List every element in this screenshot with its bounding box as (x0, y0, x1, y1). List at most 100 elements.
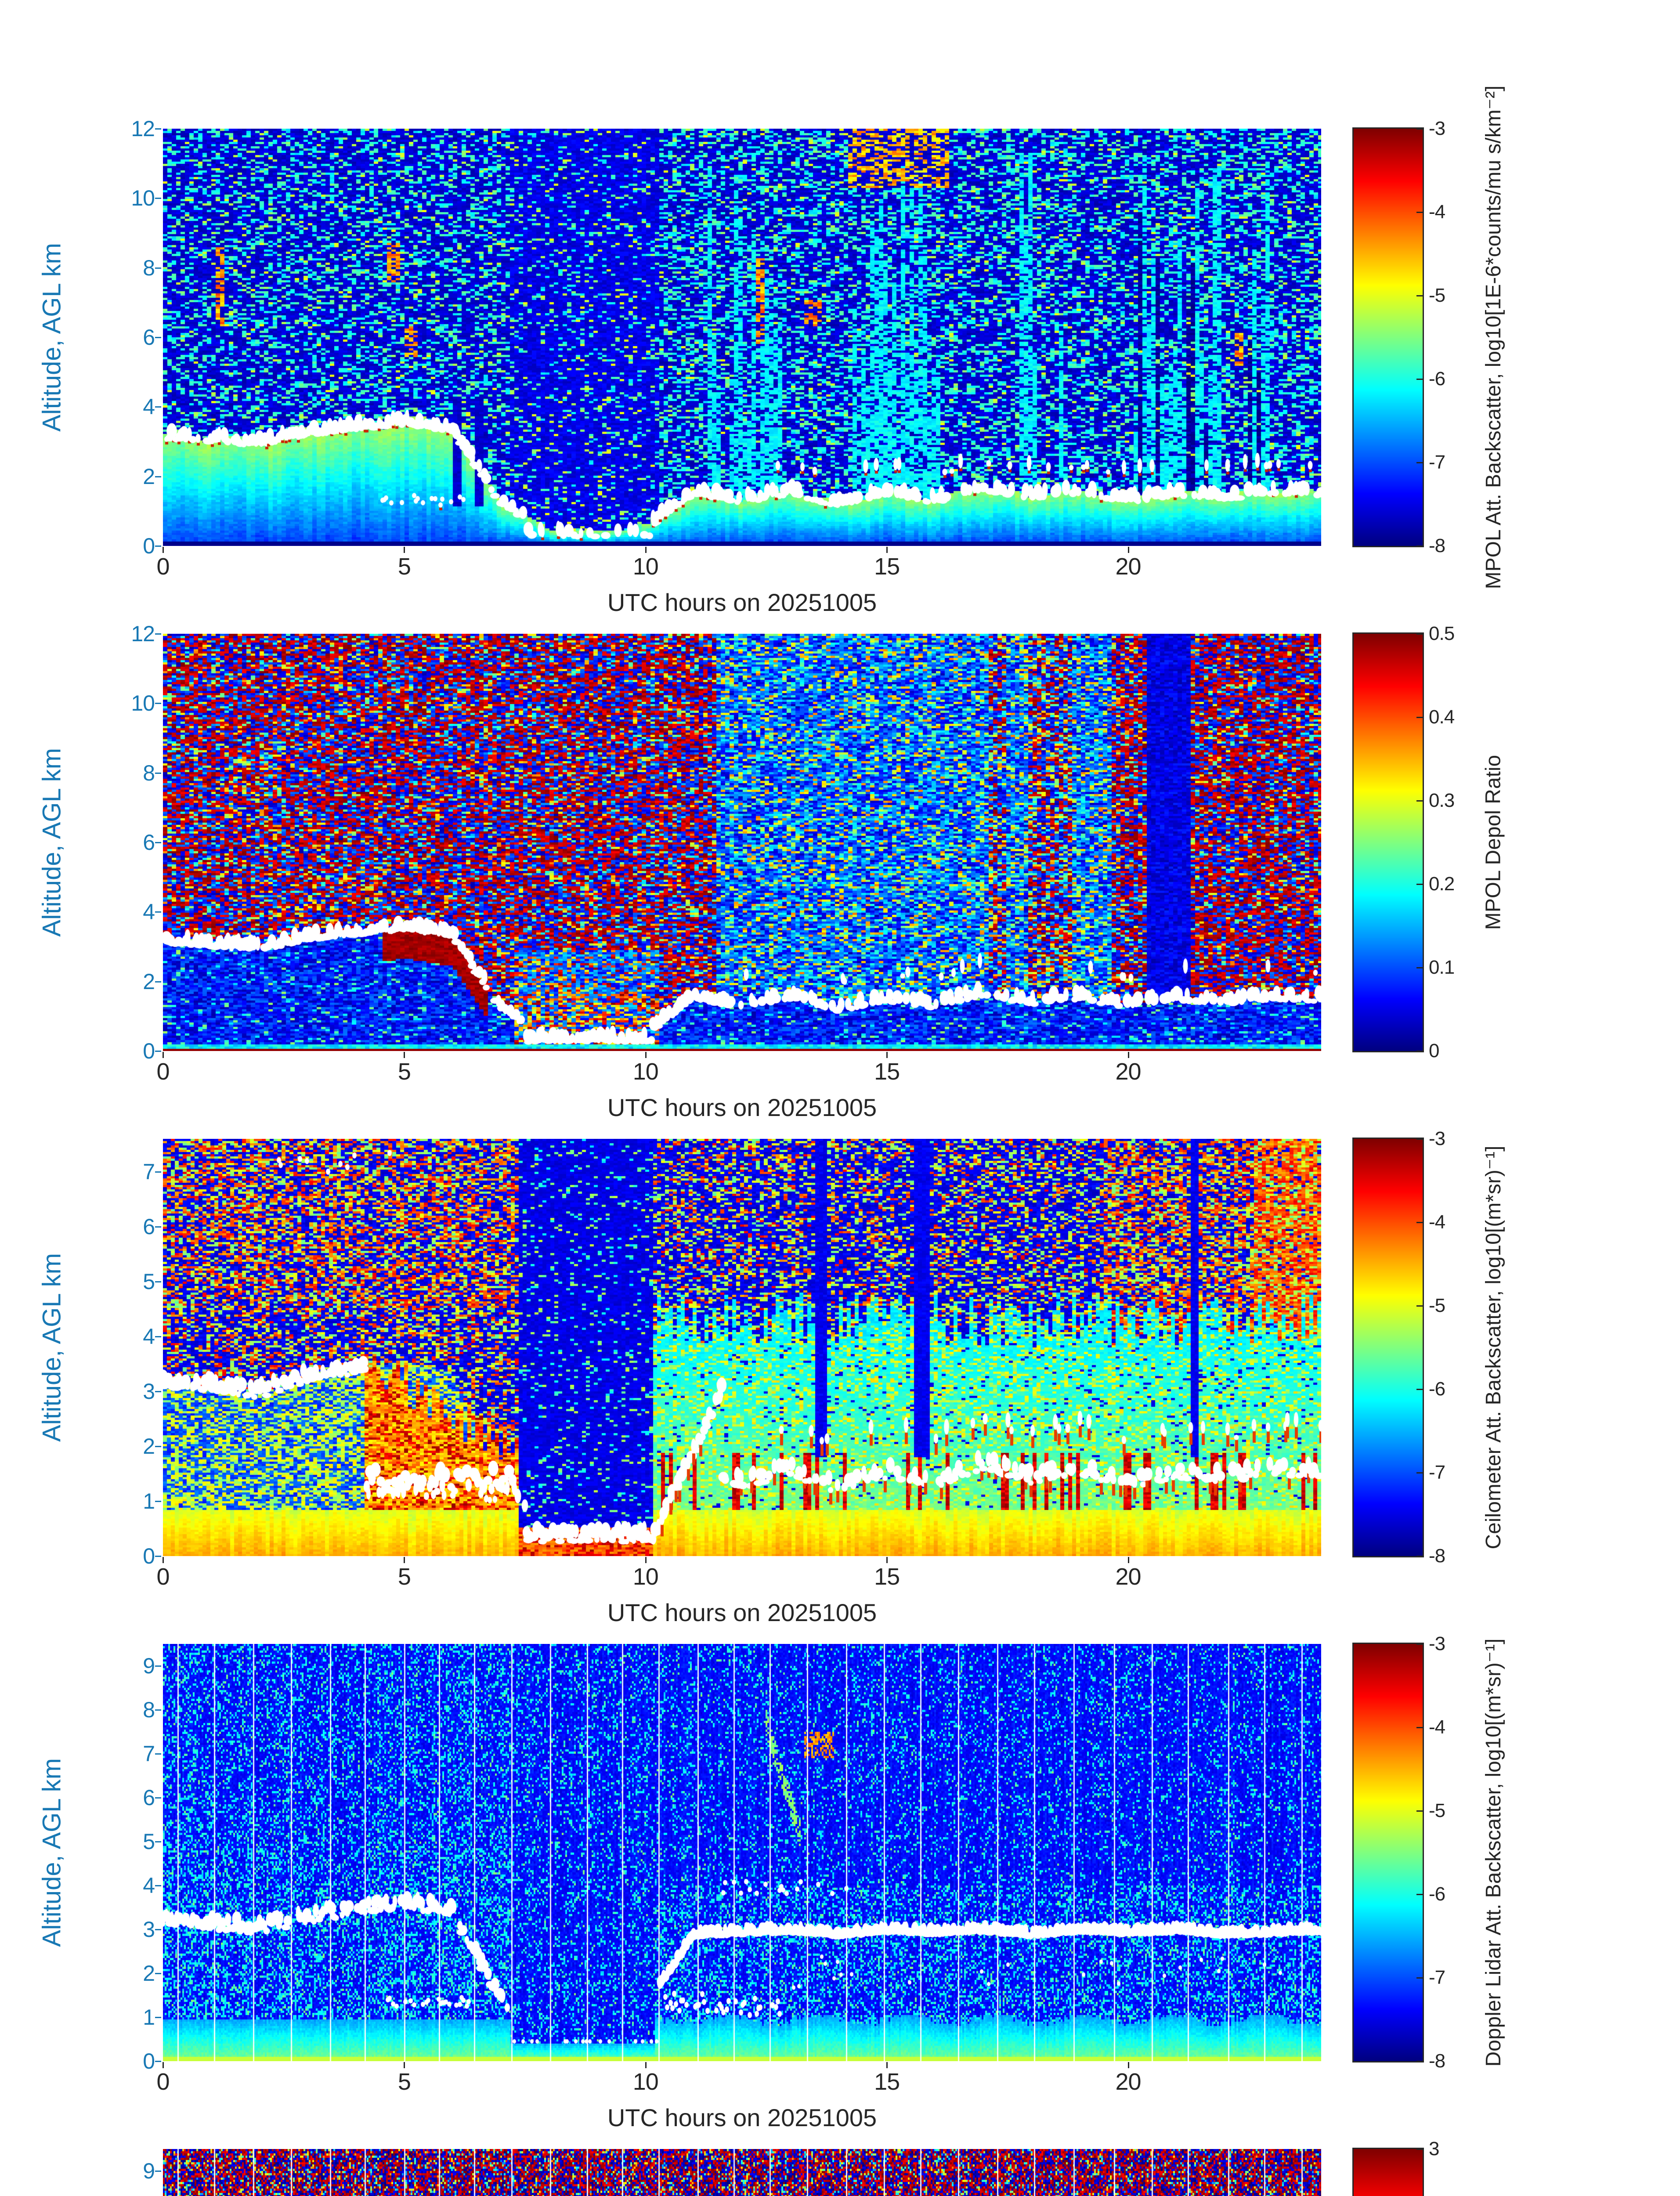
y-tick-label: 8 (143, 255, 155, 280)
colorbar-tick-mark (1416, 1051, 1423, 1052)
x-tick-mark (645, 1052, 647, 1058)
heatmap-doppler-velocity (163, 2149, 1321, 2196)
y-tick-label: 6 (143, 1785, 155, 1810)
colorbar-label: Ceilometer Att. Backscatter, log10[(m*sr… (1482, 1145, 1505, 1549)
colorbar-tick-mark (1416, 2061, 1423, 2062)
x-tick-mark (1127, 1557, 1129, 1563)
x-tick-label: 20 (1115, 1058, 1141, 1085)
y-tick-label: 0 (143, 534, 155, 558)
colorbar-tick-mark (1416, 1894, 1423, 1895)
colorbar-doppler-velocity (1352, 2148, 1424, 2196)
x-tick-label: 20 (1115, 1564, 1141, 1590)
y-tick-label: 10 (131, 691, 155, 716)
colorbar-tick-label: 0.5 (1429, 623, 1455, 644)
y-tick-label: 2 (143, 1434, 155, 1459)
y-tick-label: 1 (143, 2005, 155, 2030)
y-tick-mark (155, 1885, 161, 1886)
y-tick-mark (155, 2061, 161, 2062)
x-tick-label: 20 (1115, 553, 1141, 580)
y-tick-label: 2 (143, 464, 155, 489)
x-tick-mark (886, 547, 888, 553)
colorbar-label: MPOL Att. Backscatter, log10[1E-6*counts… (1482, 85, 1505, 589)
colorbar-mpol-depol (1352, 632, 1424, 1052)
colorbar-tick-mark (1416, 2149, 1423, 2150)
x-axis-label: UTC hours on 20251005 (607, 2104, 877, 2131)
colorbar-tick-mark (1416, 884, 1423, 885)
colorbar-mpol-backscatter (1352, 127, 1424, 547)
y-tick-mark (155, 406, 161, 408)
y-tick-label: 2 (143, 969, 155, 994)
x-tick-mark (404, 547, 405, 553)
y-tick-mark (155, 1281, 161, 1282)
y-tick-mark (155, 198, 161, 199)
y-tick-mark (155, 981, 161, 982)
x-tick-mark (163, 547, 164, 553)
y-tick-label: 7 (143, 1741, 155, 1766)
y-axis-label: Altitude, AGL km (37, 1253, 66, 1442)
colorbar-label: Doppler Lidar Att. Backscatter, log10[(m… (1482, 1638, 1505, 2067)
colorbar-tick-mark (1416, 1472, 1423, 1474)
x-tick-label: 10 (632, 1564, 659, 1590)
colorbar-tick-mark (1416, 1643, 1423, 1645)
y-tick-mark (155, 911, 161, 913)
x-tick-label: 15 (874, 1058, 900, 1085)
y-tick-mark (155, 772, 161, 774)
y-tick-label: 1 (143, 1489, 155, 1513)
y-tick-label: 5 (143, 1269, 155, 1294)
y-tick-mark (155, 1336, 161, 1337)
colorbar-tick-mark (1416, 800, 1423, 802)
y-tick-mark (155, 476, 161, 477)
heatmap-ceilometer-backscatter (163, 1139, 1321, 1556)
y-tick-label: 9 (143, 1654, 155, 1678)
x-tick-mark (163, 1557, 164, 1563)
colorbar-tick-label: -8 (1429, 535, 1445, 556)
colorbar-tick-label: -6 (1429, 1883, 1445, 1905)
y-tick-mark (155, 1709, 161, 1711)
y-tick-mark (155, 545, 161, 547)
y-tick-mark (155, 1841, 161, 1842)
y-tick-label: 12 (131, 116, 155, 141)
x-tick-mark (1127, 2062, 1129, 2068)
colorbar-ceilometer-backscatter (1352, 1138, 1424, 1557)
x-tick-mark (886, 1052, 888, 1058)
heatmap-doppler-backscatter (163, 1644, 1321, 2061)
y-tick-mark (155, 1556, 161, 1557)
y-tick-label: 3 (143, 1917, 155, 1942)
colorbar-tick-mark (1416, 1305, 1423, 1307)
heatmap-mpol-backscatter (163, 129, 1321, 546)
x-tick-label: 10 (632, 553, 659, 580)
y-tick-label: 6 (143, 1214, 155, 1239)
y-tick-mark (155, 128, 161, 130)
x-tick-label: 20 (1115, 2069, 1141, 2095)
x-tick-mark (645, 1557, 647, 1563)
y-tick-label: 10 (131, 186, 155, 211)
y-tick-mark (155, 1665, 161, 1667)
x-tick-label: 5 (397, 1058, 411, 1085)
colorbar-tick-label: -3 (1429, 1633, 1445, 1654)
y-tick-mark (155, 1171, 161, 1173)
y-tick-mark (155, 1973, 161, 1974)
y-tick-mark (155, 337, 161, 338)
colorbar-tick-label: -5 (1429, 1800, 1445, 1821)
y-tick-label: 0 (143, 1544, 155, 1568)
colorbar-tick-mark (1416, 1138, 1423, 1140)
colorbar-tick-label: 3 (1429, 2138, 1440, 2160)
colorbar-tick-label: -7 (1429, 1462, 1445, 1483)
x-tick-mark (645, 547, 647, 553)
colorbar-tick-mark (1416, 1389, 1423, 1390)
x-tick-label: 10 (632, 1058, 659, 1085)
y-tick-label: 0 (143, 1039, 155, 1063)
colorbar-tick-mark (1416, 967, 1423, 968)
colorbar-tick-mark (1416, 379, 1423, 380)
y-tick-mark (155, 1391, 161, 1392)
x-tick-label: 15 (874, 553, 900, 580)
x-tick-label: 0 (156, 553, 170, 580)
colorbar-tick-mark (1416, 545, 1423, 547)
y-tick-label: 7 (143, 1159, 155, 1184)
x-tick-label: 0 (156, 1564, 170, 1590)
x-tick-mark (404, 2062, 405, 2068)
y-tick-mark (155, 1226, 161, 1228)
y-tick-mark (155, 1501, 161, 1502)
y-tick-mark (155, 2017, 161, 2018)
x-tick-label: 15 (874, 2069, 900, 2095)
